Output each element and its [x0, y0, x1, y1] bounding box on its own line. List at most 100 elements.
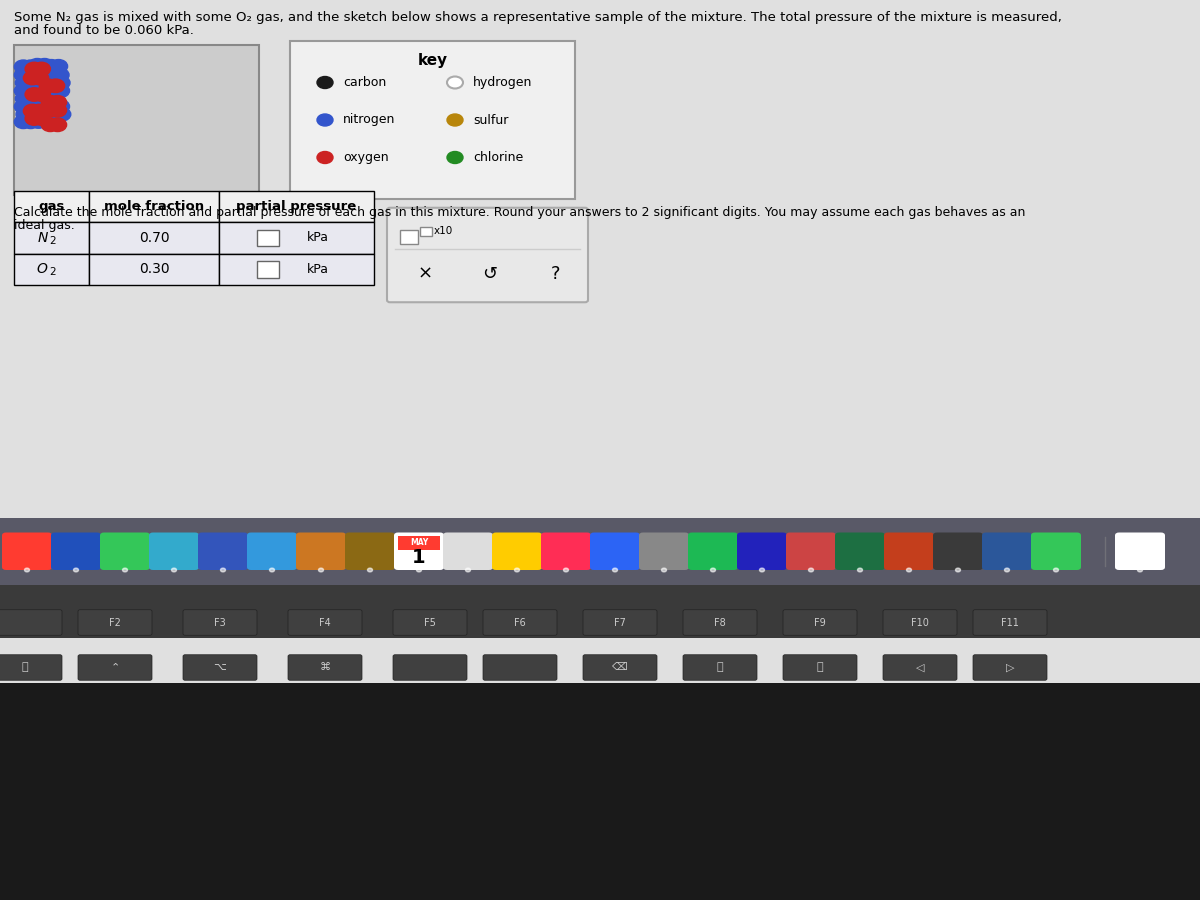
- Text: 2: 2: [49, 267, 56, 277]
- Circle shape: [14, 84, 32, 97]
- Circle shape: [49, 104, 67, 117]
- Circle shape: [367, 568, 372, 572]
- Circle shape: [37, 99, 55, 112]
- Circle shape: [858, 568, 863, 572]
- Text: F2: F2: [109, 617, 121, 627]
- FancyBboxPatch shape: [288, 654, 362, 680]
- Text: nitrogen: nitrogen: [343, 113, 395, 127]
- Text: F10: F10: [911, 617, 929, 627]
- Circle shape: [40, 91, 58, 104]
- Circle shape: [809, 568, 814, 572]
- Circle shape: [49, 95, 67, 109]
- FancyBboxPatch shape: [973, 654, 1046, 680]
- FancyBboxPatch shape: [257, 230, 278, 246]
- FancyBboxPatch shape: [386, 208, 588, 302]
- Text: oxygen: oxygen: [343, 151, 389, 164]
- Circle shape: [760, 568, 764, 572]
- Circle shape: [42, 59, 60, 73]
- Circle shape: [22, 68, 40, 82]
- Text: F6: F6: [514, 617, 526, 627]
- Circle shape: [14, 115, 32, 129]
- Text: ⌘: ⌘: [319, 662, 330, 672]
- Text: F4: F4: [319, 617, 331, 627]
- Circle shape: [661, 568, 666, 572]
- Text: ?: ?: [551, 265, 559, 283]
- FancyBboxPatch shape: [420, 227, 432, 236]
- Text: ⎋: ⎋: [22, 662, 29, 672]
- FancyBboxPatch shape: [50, 533, 101, 570]
- Circle shape: [30, 114, 48, 128]
- Circle shape: [22, 115, 40, 129]
- Text: and found to be 0.060 kPa.: and found to be 0.060 kPa.: [14, 24, 194, 37]
- FancyBboxPatch shape: [541, 533, 592, 570]
- Text: sulfur: sulfur: [473, 113, 509, 127]
- Circle shape: [52, 76, 70, 89]
- FancyBboxPatch shape: [89, 222, 220, 254]
- Circle shape: [32, 91, 50, 104]
- Circle shape: [52, 84, 70, 97]
- FancyBboxPatch shape: [583, 609, 658, 635]
- FancyBboxPatch shape: [149, 533, 199, 570]
- FancyBboxPatch shape: [89, 254, 220, 285]
- FancyBboxPatch shape: [737, 533, 787, 570]
- Circle shape: [23, 71, 41, 85]
- Text: 2: 2: [49, 236, 56, 246]
- Circle shape: [1054, 568, 1058, 572]
- Circle shape: [44, 100, 62, 113]
- FancyBboxPatch shape: [78, 609, 152, 635]
- Circle shape: [73, 568, 78, 572]
- FancyBboxPatch shape: [683, 609, 757, 635]
- Text: ⏯: ⏯: [716, 662, 724, 672]
- Text: ◁: ◁: [916, 662, 924, 672]
- FancyBboxPatch shape: [290, 41, 575, 199]
- FancyBboxPatch shape: [973, 609, 1046, 635]
- FancyBboxPatch shape: [883, 609, 958, 635]
- FancyBboxPatch shape: [14, 222, 89, 254]
- FancyBboxPatch shape: [688, 533, 738, 570]
- Circle shape: [44, 76, 62, 89]
- FancyBboxPatch shape: [346, 533, 395, 570]
- FancyBboxPatch shape: [784, 654, 857, 680]
- Circle shape: [16, 107, 34, 121]
- FancyBboxPatch shape: [89, 191, 220, 222]
- FancyBboxPatch shape: [247, 533, 298, 570]
- Circle shape: [22, 60, 40, 74]
- Circle shape: [36, 58, 54, 72]
- Text: ⌫: ⌫: [612, 662, 628, 672]
- Text: kPa: kPa: [306, 231, 329, 244]
- FancyBboxPatch shape: [296, 533, 346, 570]
- FancyBboxPatch shape: [883, 654, 958, 680]
- Text: 1: 1: [412, 548, 426, 567]
- Circle shape: [52, 100, 70, 113]
- FancyBboxPatch shape: [220, 222, 374, 254]
- Circle shape: [14, 100, 32, 113]
- FancyBboxPatch shape: [78, 654, 152, 680]
- Circle shape: [564, 568, 569, 572]
- Circle shape: [44, 84, 62, 97]
- FancyBboxPatch shape: [2, 533, 52, 570]
- Text: F3: F3: [214, 617, 226, 627]
- FancyBboxPatch shape: [786, 533, 836, 570]
- Circle shape: [49, 118, 67, 131]
- Text: ×: ×: [418, 265, 432, 283]
- Text: F5: F5: [424, 617, 436, 627]
- Text: ↺: ↺: [482, 265, 498, 283]
- Circle shape: [31, 104, 49, 118]
- FancyBboxPatch shape: [583, 654, 658, 680]
- Circle shape: [446, 151, 463, 164]
- Text: ideal gas.: ideal gas.: [14, 219, 74, 232]
- Circle shape: [221, 568, 226, 572]
- FancyBboxPatch shape: [934, 533, 983, 570]
- Circle shape: [23, 104, 41, 118]
- Circle shape: [53, 107, 71, 121]
- Text: chlorine: chlorine: [473, 151, 523, 164]
- Circle shape: [23, 76, 41, 89]
- FancyBboxPatch shape: [683, 654, 757, 680]
- Circle shape: [25, 112, 43, 125]
- FancyBboxPatch shape: [1115, 533, 1165, 570]
- Circle shape: [1004, 568, 1009, 572]
- Circle shape: [317, 114, 334, 126]
- Circle shape: [317, 76, 334, 88]
- Text: kPa: kPa: [306, 263, 329, 275]
- FancyBboxPatch shape: [0, 609, 62, 635]
